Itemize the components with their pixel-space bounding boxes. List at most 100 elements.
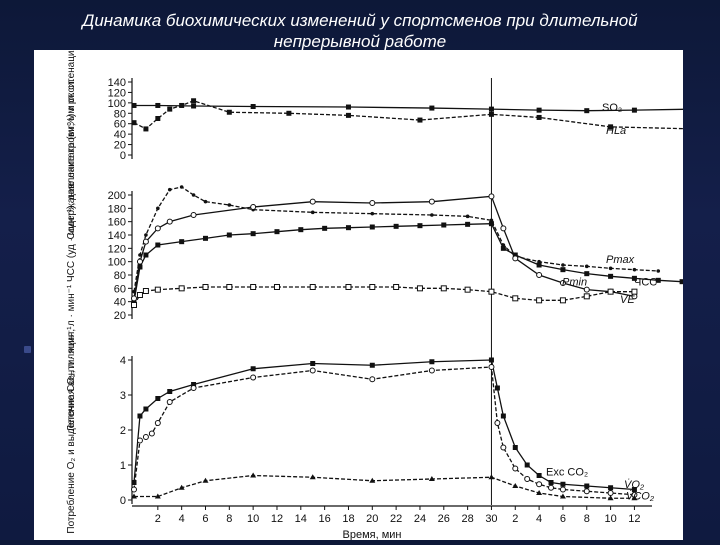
data-point-2-0 — [494, 385, 500, 391]
x-tick-label: 14 — [295, 513, 307, 525]
data-point-2-2 — [250, 472, 257, 478]
data-point-1-3 — [416, 285, 423, 292]
data-point-0-0 — [345, 104, 351, 110]
data-point-1-0 — [167, 187, 172, 192]
data-point-1-0 — [138, 253, 142, 257]
series-line-2-1 — [133, 366, 635, 496]
x-tick-label: 10 — [604, 513, 616, 525]
data-point-0-0 — [584, 108, 590, 114]
data-point-0-1 — [608, 124, 614, 130]
data-point-0-1 — [536, 114, 542, 120]
slide-title-line2: непрерывной работе — [273, 32, 447, 51]
y-tick-label: 3 — [120, 390, 126, 402]
data-point-2-1 — [148, 430, 155, 437]
y-tick-label: 120 — [108, 243, 126, 255]
y-tick-label: 4 — [120, 355, 126, 367]
series-line-0-0 — [134, 104, 720, 112]
y-tick-label: 60 — [114, 119, 126, 131]
data-point-2-0 — [524, 462, 530, 468]
data-point-1-3 — [250, 284, 257, 290]
data-point-1-0 — [179, 185, 184, 189]
data-point-2-2 — [131, 493, 137, 499]
data-point-1-3 — [202, 284, 209, 290]
data-point-2-1 — [512, 465, 519, 472]
data-point-1-3 — [136, 292, 143, 298]
data-point-1-1 — [131, 299, 137, 305]
data-point-1-3 — [178, 285, 185, 292]
data-point-2-1 — [500, 444, 507, 451]
data-point-0-0 — [488, 106, 494, 112]
data-point-0-0 — [191, 103, 197, 109]
data-point-1-0 — [584, 264, 589, 269]
series-label-hla: HLa — [606, 125, 626, 137]
data-point-1-1 — [137, 264, 143, 270]
x-tick-label: 4 — [179, 513, 185, 525]
series-label-so2: SO₂ — [602, 102, 622, 114]
data-point-1-3 — [345, 284, 352, 290]
y-tick-label: 100 — [108, 98, 126, 110]
y-tick-label: 20 — [114, 140, 126, 152]
data-point-1-3 — [631, 288, 638, 295]
data-point-1-0 — [203, 199, 208, 204]
data-point-1-2 — [166, 218, 173, 225]
series-line-0-1 — [133, 100, 695, 130]
x-tick-label: 4 — [536, 513, 542, 525]
data-point-0-1 — [155, 116, 161, 121]
y-tick-label: 40 — [114, 129, 126, 141]
data-point-1-1 — [345, 225, 351, 231]
data-point-1-2 — [369, 200, 376, 206]
data-point-0-1 — [345, 112, 351, 118]
data-point-1-0 — [608, 266, 613, 271]
x-tick-label: 12 — [628, 513, 640, 525]
data-point-1-3 — [512, 295, 519, 302]
series-label-pmin: Pmin — [562, 277, 587, 289]
data-point-1-1 — [488, 221, 494, 227]
data-point-1-1 — [226, 232, 232, 238]
data-point-2-0 — [560, 481, 566, 487]
data-point-1-1 — [143, 252, 149, 258]
data-point-2-2 — [488, 474, 495, 480]
data-point-2-2 — [428, 476, 435, 481]
data-point-1-2 — [536, 272, 543, 278]
data-point-2-2 — [309, 474, 316, 480]
data-point-2-0 — [310, 361, 316, 366]
data-point-2-2 — [559, 493, 566, 499]
data-point-1-1 — [155, 242, 161, 248]
data-point-1-0 — [430, 213, 434, 217]
y-tick-label: 100 — [108, 257, 126, 269]
x-tick-label: 18 — [342, 513, 354, 525]
data-point-1-3 — [488, 288, 495, 295]
series-label-vco2: V̇CO₂ — [626, 490, 655, 503]
data-point-1-1 — [465, 221, 471, 227]
series-label-hr: ЧСС — [634, 277, 657, 289]
data-point-1-1 — [500, 245, 506, 251]
x-tick-label: 16 — [319, 513, 331, 525]
data-point-2-2 — [512, 483, 519, 488]
data-point-1-0 — [561, 263, 565, 267]
data-point-1-0 — [465, 214, 470, 219]
data-point-2-0 — [191, 382, 197, 387]
data-point-1-3 — [273, 284, 280, 290]
data-point-0-1 — [167, 106, 173, 112]
data-point-0-0 — [429, 105, 435, 111]
data-point-2-1 — [524, 476, 531, 482]
data-point-2-1 — [494, 420, 501, 426]
data-point-1-2 — [500, 225, 507, 232]
data-point-1-3 — [309, 284, 316, 290]
data-point-1-1 — [322, 225, 328, 231]
data-point-0-1 — [226, 109, 232, 115]
y-tick-label: 80 — [114, 108, 126, 120]
data-point-1-2 — [250, 204, 257, 210]
x-axis-label: Время, мин — [343, 529, 402, 540]
data-point-1-3 — [131, 302, 137, 308]
series-label-exc-co2: Exc CO₂ — [546, 467, 588, 479]
series-label-vo2: V̇O₂ — [624, 478, 645, 491]
data-point-2-0 — [608, 485, 614, 491]
x-tick-label: 26 — [438, 513, 450, 525]
data-point-1-3 — [464, 286, 471, 293]
data-point-1-2 — [190, 212, 197, 218]
data-point-2-2 — [178, 484, 185, 490]
data-point-2-1 — [190, 385, 197, 391]
data-point-2-1 — [309, 367, 316, 374]
data-point-2-1 — [548, 484, 555, 491]
